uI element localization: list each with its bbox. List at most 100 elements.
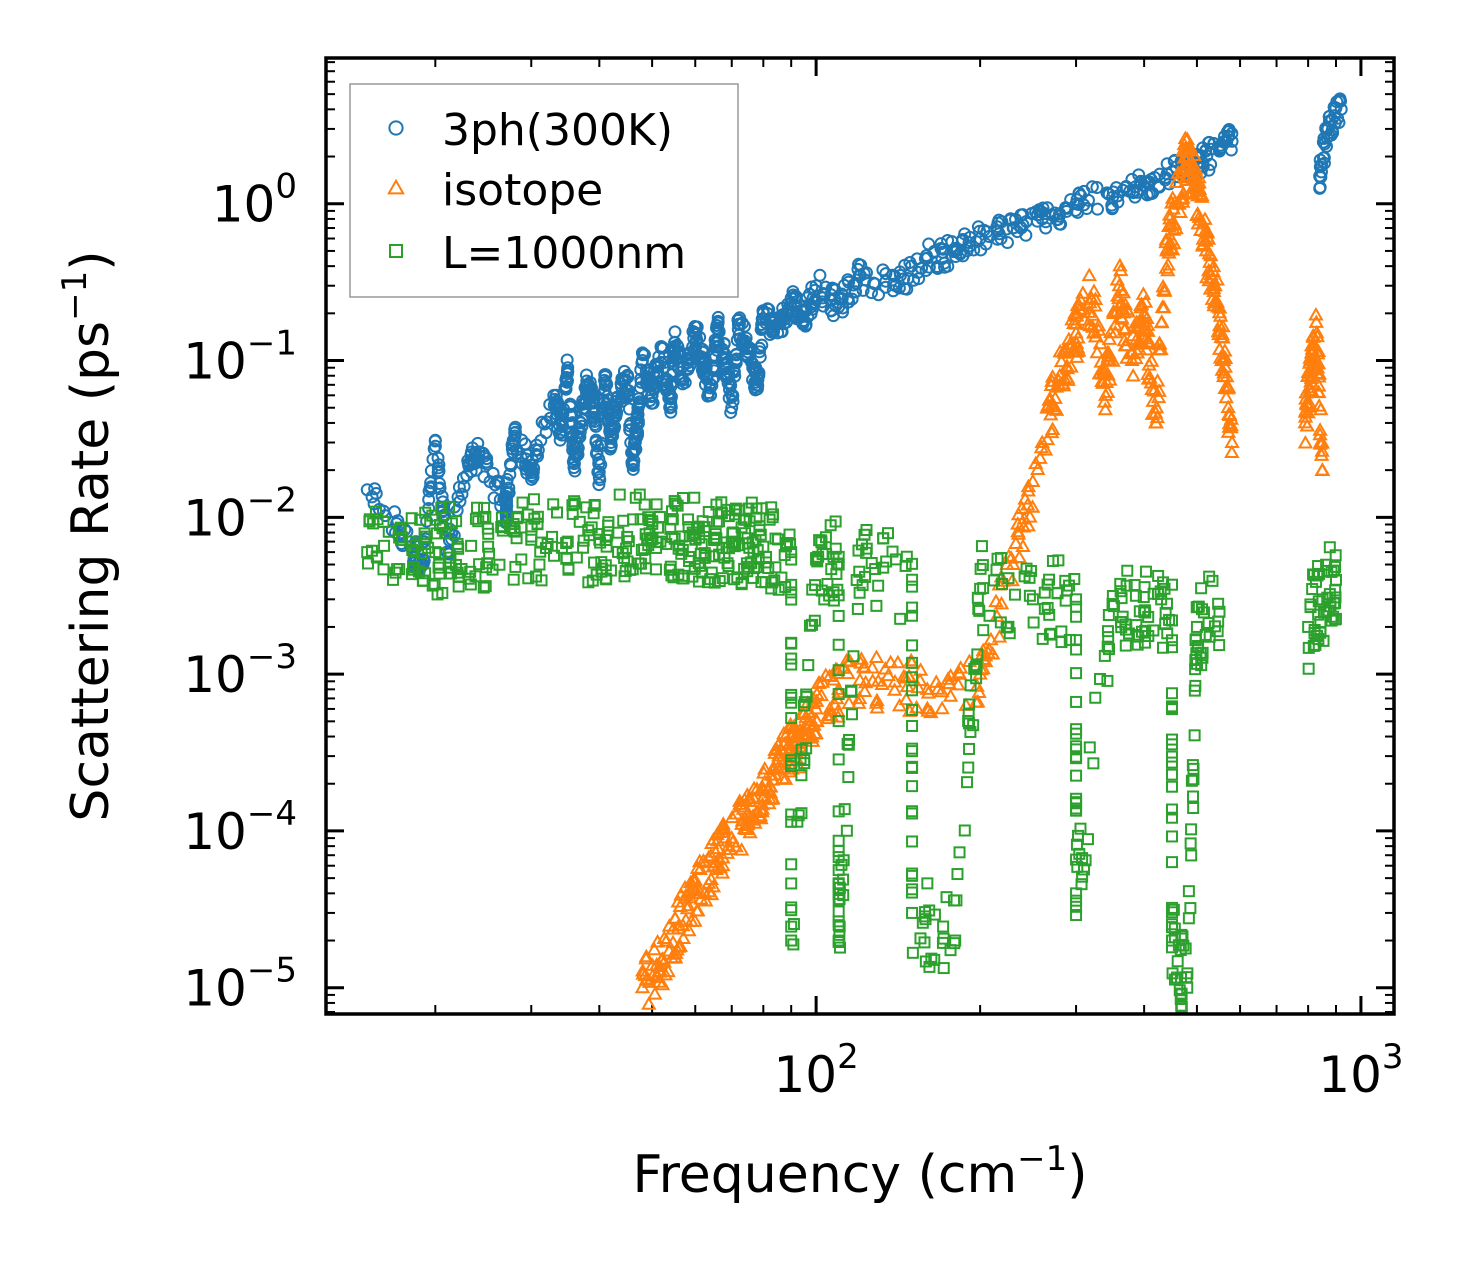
data-point bbox=[410, 538, 423, 551]
data-point bbox=[587, 507, 600, 520]
data-point bbox=[1039, 431, 1056, 446]
data-point bbox=[1225, 126, 1239, 140]
data-point bbox=[477, 581, 490, 594]
data-point bbox=[923, 904, 936, 917]
data-point bbox=[1121, 564, 1134, 577]
data-point bbox=[682, 874, 699, 889]
data-point bbox=[443, 555, 456, 568]
data-point bbox=[1317, 634, 1330, 647]
data-point bbox=[836, 305, 850, 319]
data-point bbox=[1181, 148, 1197, 163]
data-point bbox=[1202, 281, 1219, 295]
data-point bbox=[629, 491, 642, 504]
legend-label-3ph: 3ph(300K) bbox=[442, 105, 673, 156]
data-point bbox=[702, 505, 715, 518]
data-point bbox=[504, 521, 517, 534]
data-point bbox=[1187, 790, 1200, 803]
data-point bbox=[1194, 189, 1210, 203]
data-point bbox=[827, 696, 843, 711]
data-point bbox=[1024, 499, 1041, 513]
data-point bbox=[753, 520, 766, 533]
data-point bbox=[752, 345, 766, 359]
x-axis-label-close: ) bbox=[1067, 1145, 1087, 1205]
data-point bbox=[1152, 569, 1165, 582]
data-point bbox=[785, 815, 798, 828]
data-point bbox=[565, 407, 579, 421]
data-point bbox=[1015, 538, 1031, 552]
data-point bbox=[815, 536, 828, 549]
data-point bbox=[792, 809, 805, 822]
data-point bbox=[1071, 205, 1085, 219]
x-axis-label: Frequency (cm−1) bbox=[632, 1139, 1087, 1205]
data-point bbox=[1114, 311, 1130, 325]
data-point bbox=[961, 776, 974, 789]
data-point bbox=[588, 556, 601, 569]
legend-marker-symbol bbox=[389, 244, 403, 258]
data-point bbox=[1101, 351, 1118, 366]
data-point bbox=[906, 906, 919, 919]
data-point bbox=[1003, 550, 1020, 564]
data-point bbox=[856, 683, 873, 698]
data-point bbox=[1165, 687, 1178, 700]
data-point bbox=[906, 703, 919, 716]
data-point bbox=[763, 513, 776, 526]
data-point bbox=[1313, 181, 1327, 195]
data-point bbox=[825, 671, 842, 686]
data-point bbox=[832, 550, 845, 563]
data-point bbox=[1311, 365, 1327, 380]
data-point bbox=[906, 946, 919, 959]
data-point bbox=[1109, 271, 1125, 286]
data-point bbox=[1070, 740, 1083, 753]
x-tick-label: 103 bbox=[1318, 1037, 1403, 1104]
data-point bbox=[1000, 236, 1014, 250]
data-point bbox=[547, 498, 560, 511]
data-point bbox=[1055, 636, 1068, 649]
data-point bbox=[753, 341, 767, 355]
data-point bbox=[1308, 569, 1321, 582]
data-point bbox=[785, 920, 798, 933]
data-point bbox=[1004, 572, 1021, 587]
data-point bbox=[627, 454, 641, 468]
data-point bbox=[1215, 330, 1231, 344]
data-point bbox=[377, 563, 390, 576]
data-point bbox=[787, 938, 800, 951]
data-point bbox=[452, 480, 466, 494]
data-point bbox=[361, 557, 374, 570]
data-point bbox=[534, 434, 548, 448]
data-point bbox=[1056, 371, 1073, 385]
data-point bbox=[968, 662, 981, 675]
data-point bbox=[768, 574, 781, 587]
data-point bbox=[1312, 595, 1325, 608]
data-point bbox=[1172, 204, 1189, 219]
data-point bbox=[646, 532, 659, 545]
data-point bbox=[1165, 634, 1178, 647]
data-point bbox=[835, 287, 849, 301]
data-point bbox=[852, 544, 865, 557]
data-point bbox=[1032, 450, 1048, 464]
data-point bbox=[1217, 350, 1234, 365]
data-point bbox=[502, 481, 516, 495]
data-point bbox=[1070, 600, 1083, 613]
data-point bbox=[864, 673, 881, 687]
data-point bbox=[1175, 932, 1188, 945]
data-point bbox=[1195, 659, 1208, 672]
data-point bbox=[934, 700, 950, 715]
data-point bbox=[1069, 349, 1085, 363]
data-point bbox=[1055, 377, 1072, 392]
data-point bbox=[1181, 967, 1194, 980]
data-point bbox=[626, 462, 640, 476]
data-point bbox=[1204, 157, 1218, 171]
data-point bbox=[1217, 342, 1233, 357]
data-point bbox=[1195, 582, 1208, 595]
data-point bbox=[562, 563, 575, 576]
data-point bbox=[1114, 577, 1127, 590]
data-point bbox=[785, 904, 798, 917]
data-point bbox=[785, 901, 798, 914]
data-point bbox=[1111, 189, 1125, 203]
data-point bbox=[560, 353, 574, 367]
data-point bbox=[525, 533, 538, 546]
data-point bbox=[428, 434, 442, 448]
data-point bbox=[378, 539, 391, 552]
data-point bbox=[541, 537, 554, 550]
data-point bbox=[731, 793, 748, 807]
